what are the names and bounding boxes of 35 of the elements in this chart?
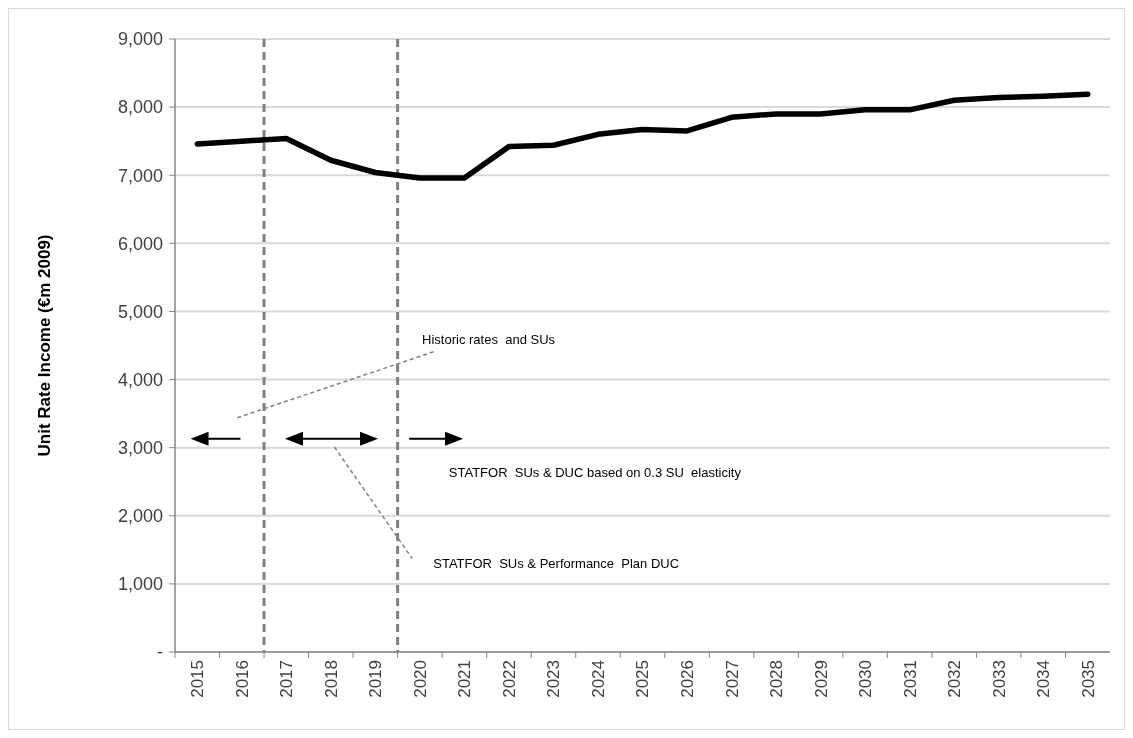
x-tick-label: 2016 bbox=[232, 660, 252, 698]
x-tick-label: 2024 bbox=[588, 660, 608, 698]
x-tick-label: 2029 bbox=[811, 660, 831, 698]
annotation: STATFOR SUs & Performance Plan DUC bbox=[433, 555, 680, 571]
x-tick-label: 2032 bbox=[945, 660, 965, 698]
x-tick-label: 2023 bbox=[544, 660, 564, 698]
x-tick-label: 2020 bbox=[410, 660, 430, 698]
y-tick-label: 2,000 bbox=[117, 506, 163, 527]
x-tick-label: 2025 bbox=[633, 660, 653, 698]
x-tick-label: 2019 bbox=[366, 660, 386, 698]
y-tick-label: 7,000 bbox=[117, 165, 163, 186]
x-tick-label: 2030 bbox=[856, 660, 876, 698]
x-tick-label: 2015 bbox=[188, 660, 208, 698]
y-tick-label: - bbox=[157, 642, 163, 663]
y-tick-label: 8,000 bbox=[117, 97, 163, 118]
y-axis-title: Unit Rate Income (€m 2009) bbox=[35, 234, 54, 457]
x-tick-label: 2017 bbox=[277, 660, 297, 698]
x-tick-label: 2021 bbox=[455, 660, 475, 698]
x-tick-label: 2028 bbox=[767, 660, 787, 698]
x-tick-label: 2022 bbox=[499, 660, 519, 698]
y-tick-label: 6,000 bbox=[117, 233, 163, 254]
y-tick-label: 3,000 bbox=[117, 437, 163, 458]
x-tick-label: 2027 bbox=[722, 660, 742, 698]
annotation: Historic rates and SUs bbox=[422, 332, 556, 348]
y-tick-label: 5,000 bbox=[117, 301, 163, 322]
x-tick-label: 2033 bbox=[989, 660, 1009, 698]
x-tick-label: 2034 bbox=[1034, 660, 1054, 698]
x-tick-label: 2026 bbox=[677, 660, 697, 698]
x-tick-label: 2035 bbox=[1078, 660, 1098, 698]
x-tick-label: 2018 bbox=[321, 660, 341, 698]
annotation: STATFOR SUs & DUC based on 0.3 SU elasticity bbox=[448, 464, 742, 480]
y-tick-label: 1,000 bbox=[117, 574, 163, 595]
y-tick-label: 4,000 bbox=[117, 369, 163, 390]
y-tick-label: 9,000 bbox=[117, 29, 163, 50]
x-tick-label: 2031 bbox=[900, 660, 920, 698]
